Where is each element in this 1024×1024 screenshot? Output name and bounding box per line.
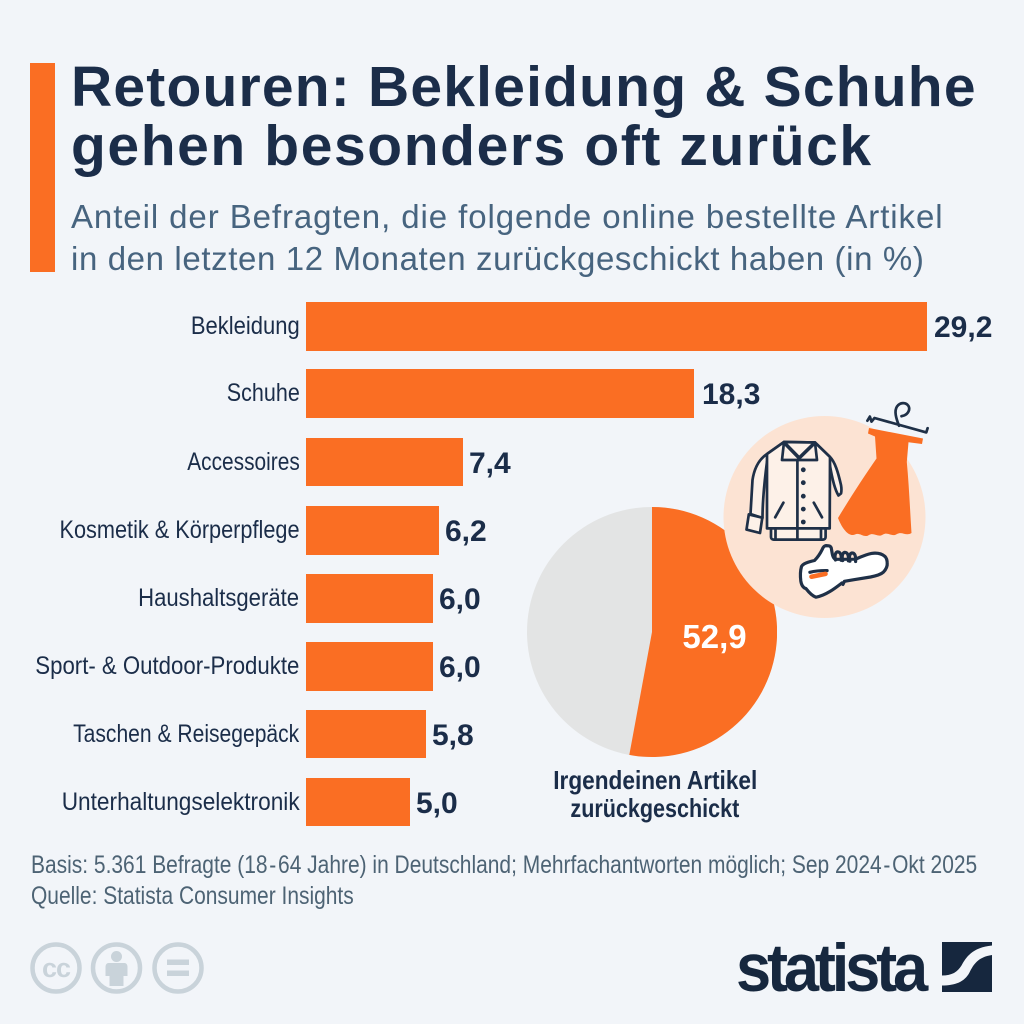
- svg-text:cc: cc: [42, 953, 71, 983]
